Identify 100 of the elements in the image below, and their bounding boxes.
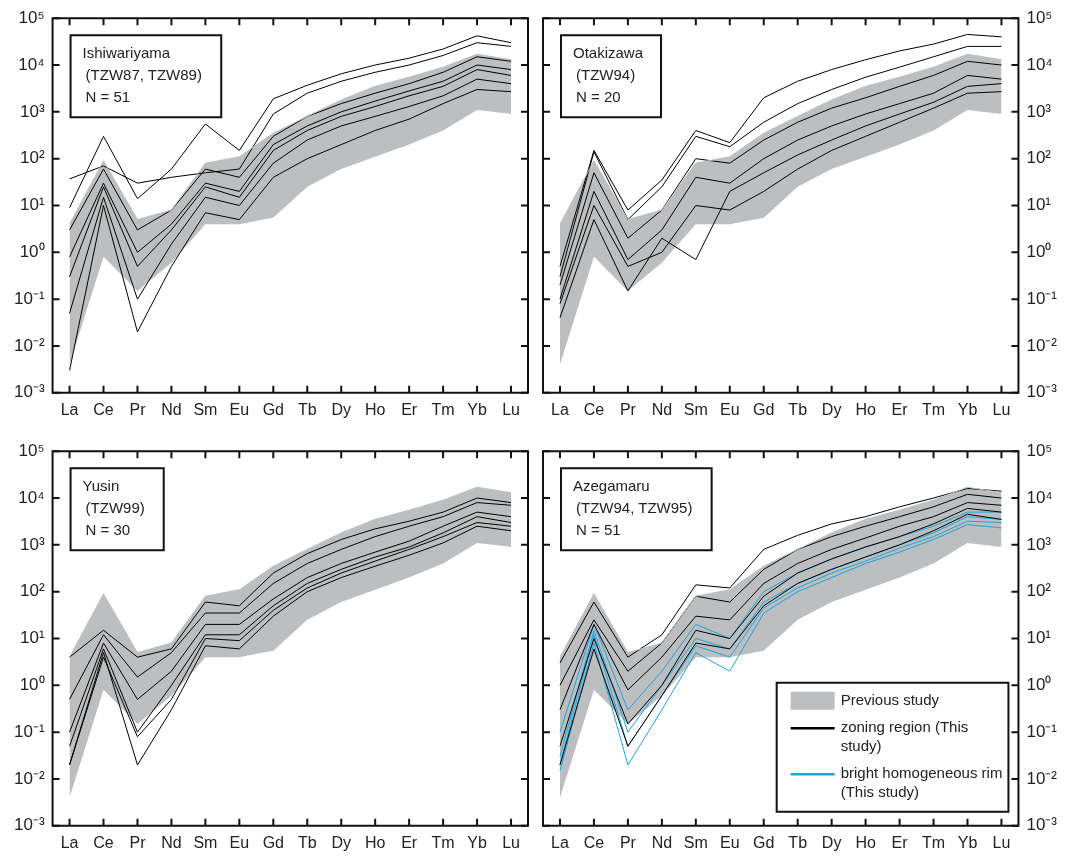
y2-tick-label: 10² bbox=[1026, 581, 1052, 601]
x-tick-label: Lu bbox=[992, 400, 1011, 418]
y2-tick-label: 10⁻² bbox=[1026, 335, 1058, 355]
x-tick-label: Tb bbox=[297, 833, 317, 851]
x-tick-label: Pr bbox=[619, 833, 637, 851]
y2-tick-label: 10⁻¹ bbox=[1026, 721, 1058, 741]
annotation: N = 51 bbox=[85, 88, 131, 106]
x-tick-label: Sm bbox=[683, 833, 708, 851]
y2-tick-label: 10⁻³ bbox=[1026, 815, 1058, 835]
x-tick-label: Tb bbox=[788, 833, 808, 851]
x-tick-label: Pr bbox=[129, 833, 147, 851]
x-tick-label: Ce bbox=[583, 833, 605, 851]
x-tick-label: Gd bbox=[753, 833, 775, 851]
x-tick-label: Tb bbox=[297, 400, 317, 418]
annotation: (TZW94) bbox=[576, 66, 636, 84]
x-tick-label: Ho bbox=[364, 833, 386, 851]
x-tick-label: Lu bbox=[502, 400, 520, 418]
x-tick-label: Er bbox=[401, 833, 418, 851]
x-tick-label: Pr bbox=[619, 400, 637, 418]
x-tick-label: Er bbox=[401, 400, 418, 418]
y-tick-label: 10⁻³ bbox=[13, 815, 45, 835]
x-tick-label: Eu bbox=[229, 833, 250, 851]
y2-tick-label: 10⁵ bbox=[1026, 7, 1053, 27]
x-tick-label: Nd bbox=[161, 833, 182, 851]
x-tick-label: Ho bbox=[855, 833, 876, 851]
x-tick-label: Gd bbox=[753, 400, 775, 418]
x-tick-label: Nd bbox=[651, 833, 673, 851]
x-tick-label: Dy bbox=[821, 833, 842, 851]
x-tick-label: Gd bbox=[262, 400, 284, 418]
y2-tick-label: 10³ bbox=[1026, 101, 1052, 121]
y2-tick-label: 10² bbox=[1026, 148, 1052, 168]
x-tick-label: Yb bbox=[467, 400, 487, 418]
y-tick-label: 10¹ bbox=[19, 195, 45, 215]
x-tick-label: Pr bbox=[129, 400, 147, 418]
y-tick-label: 10² bbox=[19, 148, 45, 168]
x-tick-label: Ce bbox=[93, 833, 114, 851]
annotation: Otakizawa bbox=[573, 44, 644, 62]
x-tick-label: Yb bbox=[957, 833, 978, 851]
y2-tick-label: 10⁻² bbox=[1026, 768, 1058, 788]
x-tick-label: Dy bbox=[331, 400, 352, 418]
y-tick-label: 10³ bbox=[19, 534, 45, 554]
x-tick-label: Dy bbox=[331, 833, 352, 851]
x-tick-label: Nd bbox=[651, 400, 673, 418]
y2-tick-label: 10⁻¹ bbox=[1026, 288, 1058, 308]
y2-tick-label: 10⁴ bbox=[1026, 54, 1053, 74]
x-tick-label: Yb bbox=[467, 833, 487, 851]
y2-tick-label: 10¹ bbox=[1026, 195, 1052, 215]
x-tick-label: Yb bbox=[957, 400, 978, 418]
y2-tick-label: 10⁵ bbox=[1026, 440, 1053, 460]
x-tick-label: Lu bbox=[502, 833, 520, 851]
x-tick-label: Tb bbox=[788, 400, 808, 418]
legend-label: bright homogeneous rim (This study) bbox=[840, 764, 1003, 801]
y-tick-label: 10⁻² bbox=[13, 335, 45, 355]
y-tick-label: 10⁵ bbox=[18, 7, 45, 27]
annotation: Azegamaru bbox=[573, 477, 650, 495]
annotation: (TZW94, TZW95) bbox=[576, 499, 693, 517]
y-tick-label: 10¹ bbox=[19, 628, 45, 648]
y-tick-label: 10⁻² bbox=[13, 768, 45, 788]
x-tick-label: La bbox=[551, 833, 569, 851]
y2-tick-label: 10⁰ bbox=[1026, 242, 1052, 262]
x-tick-label: Er bbox=[891, 400, 909, 418]
annotation: Yusin bbox=[82, 477, 120, 495]
x-tick-label: Ce bbox=[93, 400, 114, 418]
y-tick-label: 10⁰ bbox=[19, 675, 45, 695]
x-tick-label: Sm bbox=[683, 400, 708, 418]
y-tick-label: 10⁰ bbox=[19, 242, 45, 262]
y-tick-label: 10⁵ bbox=[18, 440, 45, 460]
y-tick-label: 10³ bbox=[19, 101, 45, 121]
x-tick-label: Sm bbox=[193, 400, 218, 418]
x-tick-label: Eu bbox=[719, 400, 740, 418]
x-tick-label: Nd bbox=[161, 400, 182, 418]
x-tick-label: Ho bbox=[855, 400, 876, 418]
x-tick-label: Ce bbox=[583, 400, 605, 418]
y-tick-label: 10⁻³ bbox=[13, 382, 45, 402]
x-tick-label: La bbox=[60, 400, 79, 418]
x-tick-label: Lu bbox=[992, 833, 1011, 851]
x-tick-label: Tm bbox=[431, 400, 455, 418]
legend-label: zoning region (This study) bbox=[840, 718, 969, 755]
annotation: N = 20 bbox=[576, 88, 621, 106]
legend-label: Previous study bbox=[840, 691, 940, 709]
x-tick-label: Tm bbox=[921, 400, 946, 418]
x-tick-label: Dy bbox=[821, 400, 842, 418]
x-tick-label: Eu bbox=[229, 400, 250, 418]
annotation: (TZW87, TZW89) bbox=[85, 66, 202, 84]
y2-tick-label: 10⁰ bbox=[1026, 675, 1052, 695]
y-tick-label: 10² bbox=[19, 581, 45, 601]
x-tick-label: Er bbox=[891, 833, 909, 851]
y2-tick-label: 10¹ bbox=[1026, 628, 1052, 648]
x-tick-label: Tm bbox=[921, 833, 946, 851]
y-tick-label: 10⁻¹ bbox=[13, 288, 45, 308]
x-tick-label: Tm bbox=[431, 833, 455, 851]
x-tick-label: Eu bbox=[719, 833, 740, 851]
annotation: N = 30 bbox=[85, 521, 131, 539]
annotation: Ishiwariyama bbox=[82, 44, 171, 62]
y2-tick-label: 10⁴ bbox=[1026, 487, 1053, 507]
y2-tick-label: 10⁻³ bbox=[1026, 382, 1058, 402]
x-tick-label: Sm bbox=[193, 833, 218, 851]
annotation: (TZW99) bbox=[85, 499, 145, 517]
x-tick-label: La bbox=[551, 400, 569, 418]
x-tick-label: La bbox=[60, 833, 79, 851]
